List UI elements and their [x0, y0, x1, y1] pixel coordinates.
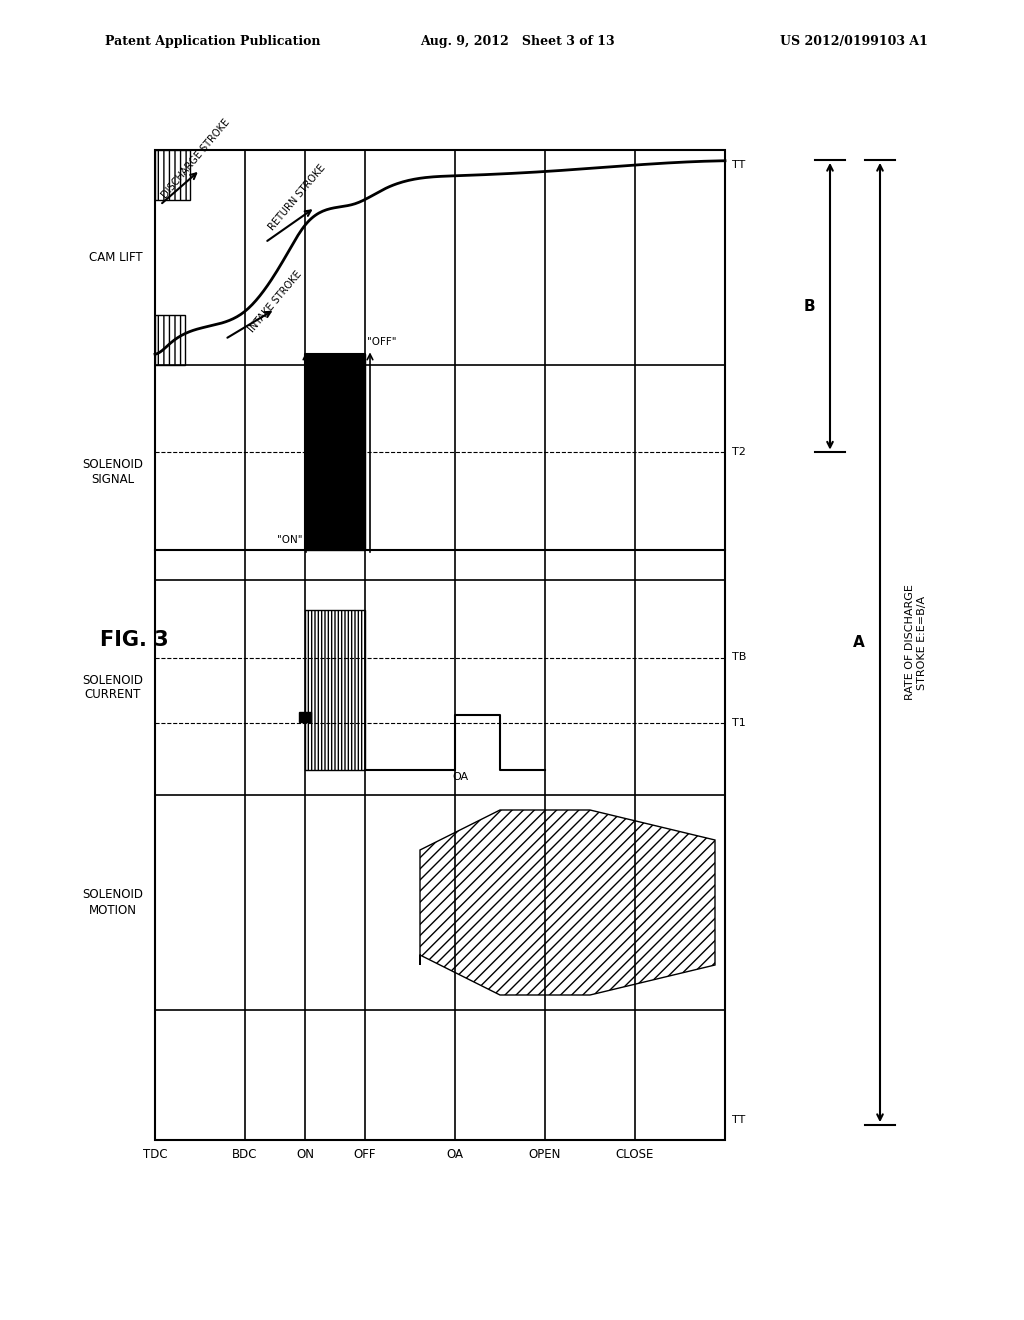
Text: T1: T1 — [732, 718, 745, 727]
Text: TDC: TDC — [142, 1148, 167, 1162]
Text: INTAKE STROKE: INTAKE STROKE — [247, 269, 304, 334]
Text: "OFF": "OFF" — [367, 338, 396, 347]
Text: "ON": "ON" — [278, 535, 303, 545]
Text: TT: TT — [732, 1115, 745, 1125]
Polygon shape — [155, 315, 185, 366]
Text: T2: T2 — [732, 447, 745, 458]
Text: A: A — [853, 635, 865, 649]
Text: FIG. 3: FIG. 3 — [100, 630, 169, 649]
Text: B: B — [804, 298, 815, 314]
Text: OA: OA — [452, 772, 468, 781]
Text: CAM LIFT: CAM LIFT — [89, 251, 143, 264]
Text: TT: TT — [732, 160, 745, 170]
Text: RATE OF DISCHARGE
STROKE E:E=B/A: RATE OF DISCHARGE STROKE E:E=B/A — [905, 585, 927, 701]
Text: SOLENOID
MOTION: SOLENOID MOTION — [82, 888, 143, 916]
Text: CLOSE: CLOSE — [615, 1148, 654, 1162]
Polygon shape — [155, 150, 190, 201]
Text: TB: TB — [732, 652, 746, 663]
Text: OFF: OFF — [353, 1148, 376, 1162]
Text: RETURN STROKE: RETURN STROKE — [267, 162, 328, 232]
Text: US 2012/0199103 A1: US 2012/0199103 A1 — [780, 36, 928, 48]
Bar — [299, 713, 311, 722]
Text: BDC: BDC — [232, 1148, 258, 1162]
Text: OPEN: OPEN — [528, 1148, 561, 1162]
Text: Patent Application Publication: Patent Application Publication — [105, 36, 321, 48]
Bar — [305, 610, 365, 770]
Polygon shape — [420, 810, 715, 995]
Text: SOLENOID
SIGNAL: SOLENOID SIGNAL — [82, 458, 143, 487]
Text: SOLENOID
CURRENT: SOLENOID CURRENT — [82, 673, 143, 701]
Text: Aug. 9, 2012   Sheet 3 of 13: Aug. 9, 2012 Sheet 3 of 13 — [420, 36, 614, 48]
Bar — [305, 355, 365, 550]
Bar — [155, 150, 725, 1140]
Text: OA: OA — [446, 1148, 464, 1162]
Text: ON: ON — [296, 1148, 314, 1162]
Text: DISCHARGE STROKE: DISCHARGE STROKE — [160, 117, 232, 201]
